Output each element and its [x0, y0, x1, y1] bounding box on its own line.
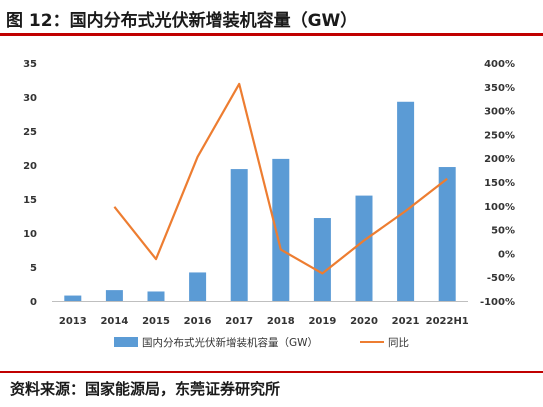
x-axis: 2013 2014 2015 2016 2017 2018 2019 2020 2021 2022… [59, 316, 469, 327]
bar-series [64, 101, 456, 301]
combo-chart: 0 5 10 15 20 25 30 35 -100% -50% 0% 50% 100% 150% 200… [23, 59, 515, 349]
y-left-tick-label: 5 [30, 263, 37, 274]
x-tick-label: 2018 [267, 316, 295, 327]
x-tick-label: 2013 [59, 316, 87, 327]
y-left-tick-label: 10 [23, 229, 37, 240]
x-tick-label: 2014 [100, 316, 128, 327]
bar [272, 158, 290, 301]
y-right-tick-label: 300% [484, 107, 515, 118]
y-right-tick-label: 350% [484, 83, 515, 94]
y-left-tick-label: 20 [23, 161, 37, 172]
bar [105, 290, 123, 301]
x-tick-label: 2022H1 [426, 316, 469, 327]
x-tick-label: 2019 [308, 316, 336, 327]
y-left-axis: 0 5 10 15 20 25 30 35 [23, 59, 37, 308]
top-rule [0, 33, 543, 36]
y-right-tick-label: 100% [484, 202, 515, 213]
x-tick-label: 2020 [350, 316, 378, 327]
y-right-axis: -100% -50% 0% 50% 100% 150% 200% 250% 300% 350% 40… [480, 59, 515, 308]
bar [313, 218, 331, 301]
y-right-tick-label: 150% [484, 178, 515, 189]
y-right-tick-label: 50% [491, 226, 515, 237]
bar [64, 295, 82, 301]
y-right-tick-label: -100% [480, 297, 515, 308]
figure-title: 图 12：国内分布式光伏新增装机容量（GW） [6, 11, 358, 31]
legend-bar-label: 国内分布式光伏新增装机容量（GW） [142, 336, 318, 349]
legend-line-label: 同比 [388, 336, 409, 349]
y-right-tick-label: 0% [498, 249, 515, 260]
y-left-tick-label: 25 [23, 127, 37, 138]
bar [189, 272, 207, 301]
bar [438, 167, 456, 301]
bar [230, 169, 248, 301]
y-right-tick-label: 250% [484, 130, 515, 141]
x-tick-label: 2021 [392, 316, 420, 327]
y-right-tick-label: 200% [484, 154, 515, 165]
x-tick-label: 2017 [225, 316, 253, 327]
y-left-tick-label: 30 [23, 93, 37, 104]
bar [397, 101, 415, 301]
x-tick-label: 2015 [142, 316, 170, 327]
bar [147, 291, 165, 301]
chart-area: 0 5 10 15 20 25 30 35 -100% -50% 0% 50% 100% 150% 200… [0, 36, 543, 371]
y-left-tick-label: 0 [30, 297, 37, 308]
y-left-tick-label: 15 [23, 195, 37, 206]
bottom-rule [0, 371, 543, 373]
x-tick-label: 2016 [184, 316, 212, 327]
y-right-tick-label: -50% [487, 273, 515, 284]
legend-bar-swatch [114, 337, 138, 347]
y-right-tick-label: 400% [484, 59, 515, 70]
bar [355, 195, 373, 301]
y-left-tick-label: 35 [23, 59, 37, 70]
figure-header: 图 12：国内分布式光伏新增装机容量（GW） [0, 0, 543, 34]
figure-source: 资料来源：国家能源局，东莞证券研究所 [10, 380, 281, 398]
growth-line-series [113, 82, 448, 275]
legend: 国内分布式光伏新增装机容量（GW） 同比 [114, 336, 409, 349]
